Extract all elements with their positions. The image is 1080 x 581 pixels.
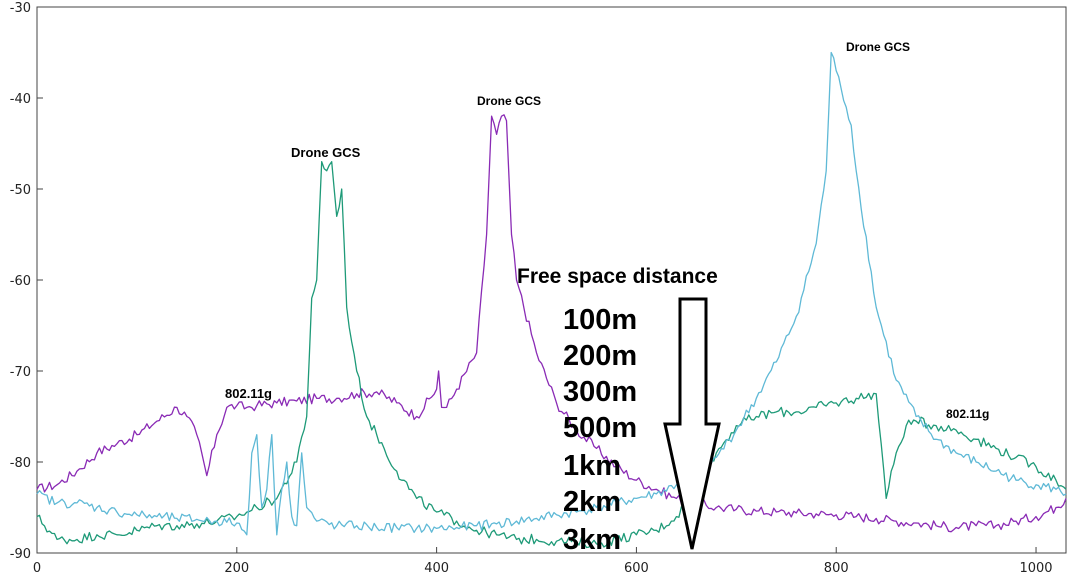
- distance-title: Free space distance: [517, 265, 718, 288]
- x-tick-label: 0: [33, 561, 41, 576]
- series-lines: [36, 51, 1067, 549]
- distance-item: 2km: [563, 486, 621, 518]
- series-line-2: [36, 161, 1067, 549]
- x-tick-label: 400: [424, 561, 449, 576]
- distance-list: 100m 200m 300m 500m 1km 2km 3km: [563, 304, 637, 556]
- distance-item: 100m: [563, 304, 637, 336]
- x-tick-label: 200: [224, 561, 249, 576]
- y-tick-label: -80: [10, 456, 31, 471]
- y-tick-label: -40: [10, 92, 31, 107]
- series-line-3: [36, 51, 1067, 536]
- distance-item: 300m: [563, 376, 637, 408]
- x-tick-label: 1000: [1019, 561, 1052, 576]
- y-tick-label: -70: [10, 365, 31, 380]
- distance-item: 200m: [563, 340, 637, 372]
- y-axis-ticks: -30 -40 -50 -60 -70 -80 -90: [10, 1, 43, 562]
- distance-item: 3km: [563, 524, 621, 556]
- x-tick-label: 800: [824, 561, 849, 576]
- y-tick-label: -30: [10, 1, 31, 16]
- y-tick-label: -90: [10, 547, 31, 562]
- drone-gcs-label-3: Drone GCS: [846, 40, 910, 54]
- distance-item: 500m: [563, 412, 637, 444]
- drone-gcs-label-1: Drone GCS: [291, 145, 361, 160]
- y-tick-label: -50: [10, 183, 31, 198]
- down-arrow-icon: [663, 297, 721, 550]
- x-axis-ticks: 0 200 400 600 800 1000: [33, 547, 1053, 576]
- series-line-1: [36, 114, 1067, 533]
- y-tick-label: -60: [10, 274, 31, 289]
- distance-item: 1km: [563, 450, 621, 482]
- x-tick-label: 600: [624, 561, 649, 576]
- drone-gcs-label-2: Drone GCS: [477, 94, 541, 108]
- wifi-label-2: 802.11g: [946, 407, 989, 421]
- wifi-label-1: 802.11g: [225, 386, 272, 401]
